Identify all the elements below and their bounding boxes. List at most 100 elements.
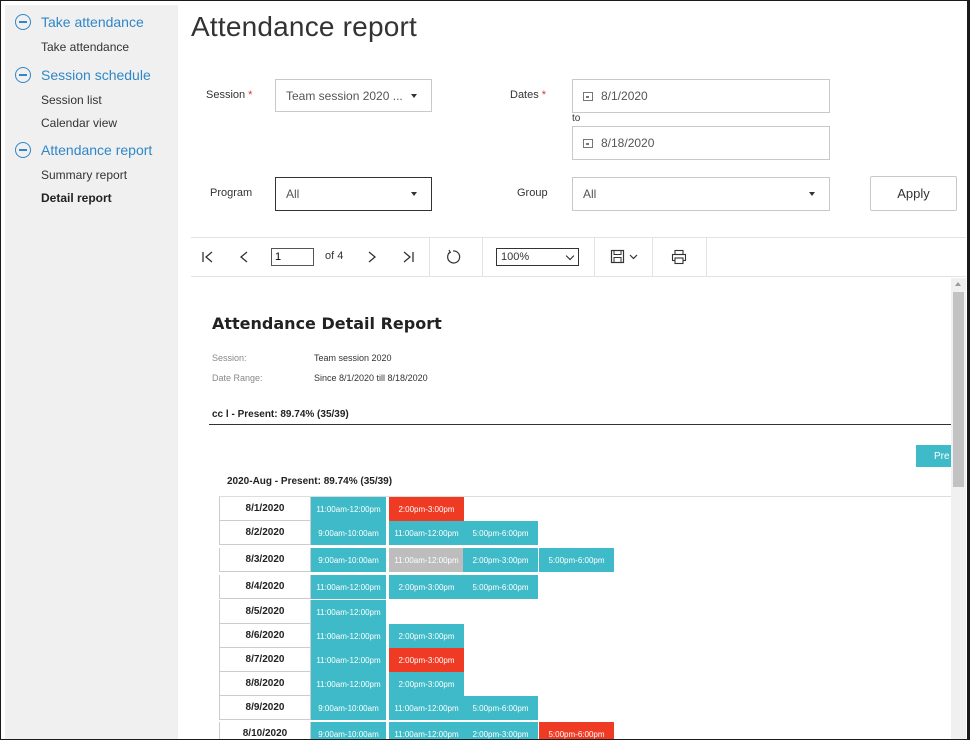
session-slot-present[interactable]: 11:00am-12:00pm [311, 624, 386, 648]
group-select[interactable]: All [572, 177, 830, 211]
sidebar-group-take-attendance[interactable]: Take attendance [15, 14, 144, 30]
sidebar-group-session-schedule[interactable]: Session schedule [15, 67, 151, 83]
report-range-label: Date Range: [212, 373, 263, 383]
date-from-value: 8/1/2020 [601, 89, 648, 103]
collapse-circle-icon [15, 67, 31, 83]
calendar-icon [583, 138, 593, 148]
caret-down-icon [411, 93, 417, 98]
session-select[interactable]: Team session 2020 ... [275, 79, 432, 112]
divider [209, 424, 951, 425]
group-summary: cc l - Present: 89.74% (35/39) [212, 409, 349, 420]
session-slot-present[interactable]: 2:00pm-3:00pm [389, 624, 464, 648]
session-slot-present[interactable]: 2:00pm-3:00pm [389, 575, 464, 599]
session-slot-present[interactable]: 11:00am-12:00pm [311, 672, 386, 696]
caret-down-icon [809, 192, 815, 196]
dates-label-text: Dates [510, 89, 539, 101]
last-page-button[interactable] [395, 238, 421, 276]
zoom-select[interactable]: 100% [496, 248, 579, 266]
program-select[interactable]: All [275, 177, 432, 211]
session-slot-present[interactable]: 11:00am-12:00pm [311, 497, 386, 521]
session-slot-present[interactable]: 2:00pm-3:00pm [389, 672, 464, 696]
export-button[interactable] [605, 238, 645, 276]
present-button[interactable]: Pre [916, 445, 951, 467]
refresh-icon [447, 249, 461, 264]
sidebar-item-detail-report[interactable]: Detail report [41, 191, 112, 205]
report-viewer: Attendance Detail Report Session: Team s… [191, 278, 951, 739]
page-count: of 4 [325, 250, 344, 262]
table-row: 8/5/2020 11:00am-12:00pm [219, 600, 951, 624]
session-slot-present[interactable]: 9:00am-10:00am [311, 521, 386, 545]
session-slot-present[interactable]: 11:00am-12:00pm [311, 648, 386, 672]
scroll-up-icon[interactable] [955, 282, 961, 286]
caret-down-icon [411, 192, 417, 196]
session-slot-present[interactable]: 9:00am-10:00am [311, 548, 386, 572]
day-date: 8/8/2020 [219, 672, 311, 696]
table-row: 8/6/2020 11:00am-12:00pm 2:00pm-3:00pm [219, 624, 951, 648]
toolbar-divider [706, 238, 707, 276]
month-summary: 2020-Aug - Present: 89.74% (35/39) [227, 476, 393, 487]
calendar-icon [583, 91, 593, 101]
required-mark: * [248, 89, 253, 101]
date-from-input[interactable]: 8/1/2020 [572, 79, 830, 113]
toolbar-divider [652, 238, 653, 276]
sidebar-item-calendar-view[interactable]: Calendar view [41, 116, 118, 130]
page-title: Attendance report [191, 11, 417, 42]
session-slot-present[interactable]: 5:00pm-6:00pm [463, 696, 538, 720]
session-slot-present[interactable]: 2:00pm-3:00pm [463, 722, 538, 739]
date-to-input[interactable]: 8/18/2020 [572, 126, 830, 160]
session-slot-present[interactable]: 2:00pm-3:00pm [463, 548, 538, 572]
table-row: 8/3/2020 9:00am-10:00am 11:00am-12:00pm 2:0… [219, 548, 951, 572]
session-slot-present[interactable]: 9:00am-10:00am [311, 722, 386, 739]
apply-button[interactable]: Apply [870, 176, 957, 211]
next-page-button[interactable] [359, 238, 385, 276]
first-page-button[interactable] [195, 238, 221, 276]
sidebar-group-label: Attendance report [41, 142, 153, 158]
sidebar-group-attendance-report[interactable]: Attendance report [15, 142, 152, 158]
session-slot-present[interactable]: 5:00pm-6:00pm [463, 575, 538, 599]
sidebar-item-summary-report[interactable]: Summary report [41, 168, 128, 182]
session-slot-present[interactable]: 11:00am-12:00pm [311, 575, 386, 599]
required-mark: * [541, 89, 547, 101]
previous-page-button[interactable] [231, 238, 257, 276]
day-date: 8/10/2020 [219, 722, 311, 739]
sidebar-item-session-list[interactable]: Session list [41, 93, 102, 107]
session-slot-present[interactable]: 11:00am-12:00pm [389, 696, 464, 720]
day-date: 8/1/2020 [219, 497, 311, 521]
divider [219, 496, 951, 497]
day-date: 8/6/2020 [219, 624, 311, 648]
session-slot-absent[interactable]: 2:00pm-3:00pm [389, 648, 464, 672]
report-session-value: Team session 2020 [314, 353, 392, 363]
sidebar-item-take-attendance[interactable]: Take attendance [41, 40, 130, 54]
session-slot-present[interactable]: 11:00am-12:00pm [389, 722, 464, 739]
program-label: Program [210, 187, 253, 199]
report-scrollbar[interactable] [951, 278, 966, 739]
session-slot-present[interactable]: 11:00am-12:00pm [311, 600, 386, 624]
sidebar-group-label: Session schedule [41, 67, 151, 83]
report-title: Attendance Detail Report [212, 314, 442, 333]
chevron-down-icon [565, 251, 575, 261]
table-row: 8/7/2020 11:00am-12:00pm 2:00pm-3:00pm [219, 648, 951, 672]
day-date: 8/9/2020 [219, 696, 311, 720]
report-viewer-toolbar: of 4 100% [191, 237, 966, 277]
session-slot-present[interactable]: 5:00pm-6:00pm [463, 521, 538, 545]
group-label: Group [517, 187, 548, 199]
day-date: 8/5/2020 [219, 600, 311, 624]
session-slot-present[interactable]: 5:00pm-6:00pm [539, 548, 614, 572]
chevron-left-icon [239, 251, 248, 263]
session-slot-excused[interactable]: 11:00am-12:00pm [389, 548, 464, 572]
save-icon [610, 249, 638, 264]
sidebar: Take attendance Take attendance Session … [5, 5, 178, 739]
printer-icon [671, 249, 687, 265]
refresh-button[interactable] [440, 238, 466, 276]
session-slot-absent[interactable]: 5:00pm-6:00pm [539, 722, 614, 739]
session-slot-absent[interactable]: 2:00pm-3:00pm [389, 497, 464, 521]
print-button[interactable] [665, 238, 693, 276]
session-slot-present[interactable]: 9:00am-10:00am [311, 696, 386, 720]
group-select-value: All [583, 187, 597, 201]
scroll-thumb[interactable] [953, 292, 964, 487]
session-slot-present[interactable]: 11:00am-12:00pm [389, 521, 464, 545]
session-label: Session * [206, 89, 252, 101]
day-date: 8/3/2020 [219, 548, 311, 572]
page-number-input[interactable] [271, 248, 314, 266]
